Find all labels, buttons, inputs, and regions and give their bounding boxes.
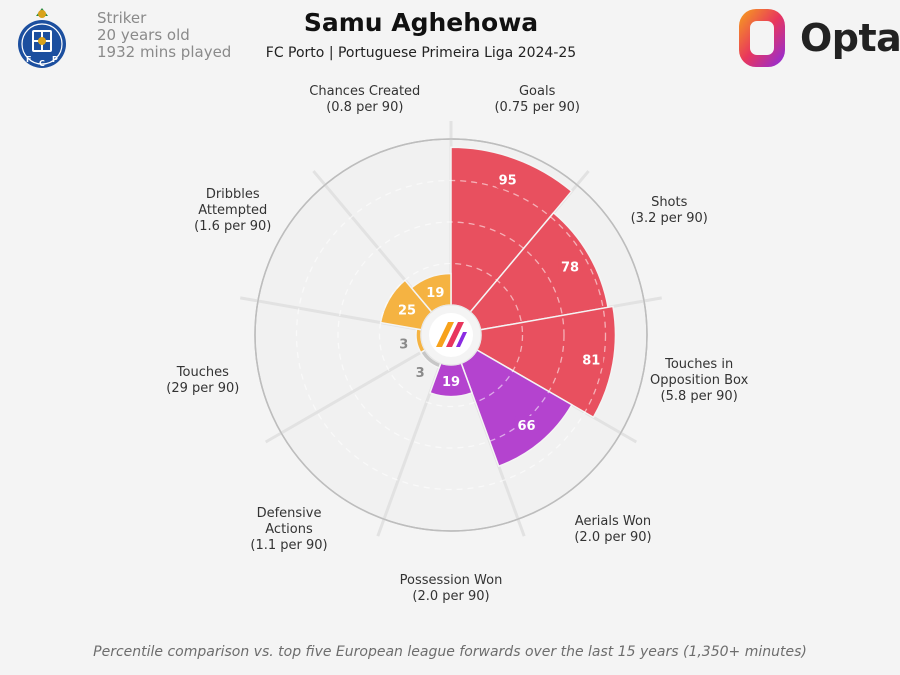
axis-label: Touches [176,365,229,380]
axis-label: (1.1 per 90) [250,538,327,553]
opta-wordmark: Opta [800,16,900,60]
data-label-bg [439,371,463,390]
svg-text:P: P [52,55,58,64]
chart-subtitle: FC Porto | Portuguese Primeira Liga 2024… [265,45,577,61]
axis-label: Touches in [664,357,733,372]
axis-label: Actions [265,522,313,537]
player-age: 20 years old [97,26,190,44]
axis-label: (29 per 90) [166,381,239,396]
axis-label: (2.0 per 90) [412,589,489,604]
axis-label: (3.2 per 90) [631,211,708,226]
radar-spoke [264,348,426,444]
data-label: 66 [518,419,536,434]
data-label-bg [514,416,539,435]
data-label-bg [423,282,448,301]
axis-label: Shots [651,195,688,210]
chart-header: Samu Aghehowa FC Porto | Portuguese Prim… [0,6,900,62]
data-label-bg [395,300,420,319]
data-label: 3 [399,337,408,352]
axis-label: (2.0 per 90) [574,530,651,545]
axis-label: (5.8 per 90) [661,389,738,404]
axis-label: Aerials Won [575,514,651,529]
axis-label: Chances Created [309,84,420,99]
axis-label: Opposition Box [650,373,749,388]
data-label: 19 [442,375,460,390]
svg-text:C: C [39,59,45,68]
axis-label: (1.6 per 90) [194,219,271,234]
axis-label: Dribbles [206,187,260,202]
data-label: 78 [561,260,579,275]
data-label: 81 [582,354,600,369]
center-hub-inner [429,313,473,357]
data-label: 3 [416,366,425,381]
opta-hub-stroke-3 [456,332,467,347]
radar-gridline [378,262,524,408]
player-position: Striker [97,9,147,27]
axis-label: (0.8 per 90) [326,100,403,115]
footnote: Percentile comparison vs. top five Europ… [93,644,807,660]
data-label: 95 [499,173,517,188]
data-label: 19 [426,286,444,301]
radar-gridline [295,179,607,491]
opta-mark-icon [739,9,785,67]
data-label-bg [579,350,604,369]
fc-porto-crest: F C P [18,8,66,68]
axis-label: Attempted [198,203,267,218]
chart-title: Samu Aghehowa [303,8,539,37]
axis-label: Goals [519,84,556,99]
svg-text:F: F [26,55,31,64]
axis-label: Possession Won [400,573,503,588]
axis-label: (0.75 per 90) [494,100,580,115]
radar-outer-ring-line [254,138,648,532]
opta-hub-stroke-2 [446,322,464,347]
opta-logo: Opta [733,6,900,70]
data-label-bg [495,170,520,189]
opta-hub-stroke-1 [436,322,454,347]
data-label-bg [558,257,583,276]
player-minutes: 1932 mins played [97,43,232,61]
radar-gridline [337,221,565,449]
axis-label: Defensive [257,506,322,521]
data-label: 25 [398,304,416,319]
player-info: Striker 20 years old 1932 mins played [97,10,231,61]
